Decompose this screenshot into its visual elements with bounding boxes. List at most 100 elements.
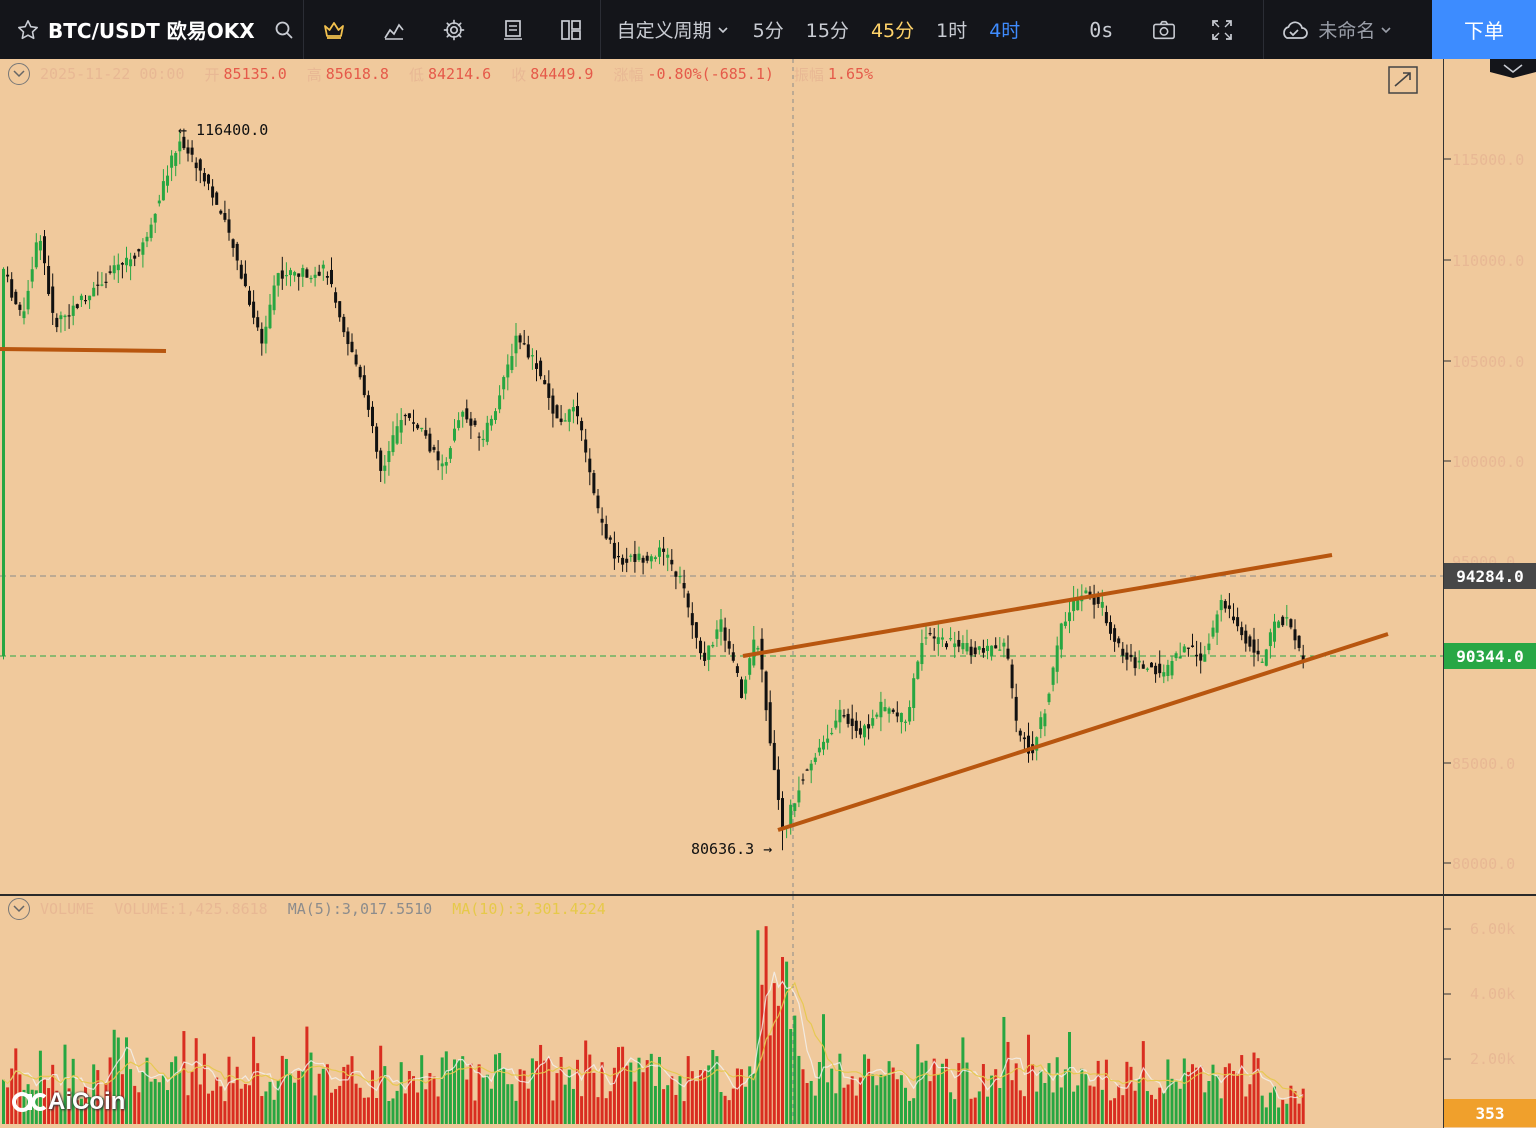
chevron-down-icon[interactable]	[13, 70, 25, 78]
candlestick-chart[interactable]	[0, 59, 1536, 894]
candle-body	[453, 428, 456, 441]
crown-icon[interactable]	[322, 18, 346, 42]
custom-period-label[interactable]: 自定义周期	[616, 20, 712, 42]
volume-bar	[711, 1049, 715, 1124]
collapse-volume-button[interactable]	[8, 898, 30, 920]
candle-body	[1207, 643, 1211, 651]
period-4h[interactable]: 4时	[989, 20, 1021, 42]
volume-chart[interactable]	[0, 896, 1536, 1128]
volume-bar	[699, 1070, 702, 1124]
candle-body	[1260, 661, 1264, 663]
place-order-button[interactable]: 下单	[1432, 0, 1536, 59]
candle-body	[1281, 616, 1285, 626]
search-icon[interactable]	[272, 18, 296, 42]
candle-body	[202, 172, 206, 182]
chevron-down-icon[interactable]	[716, 23, 730, 37]
candle-body	[112, 265, 116, 274]
wedge-lower-trendline[interactable]	[777, 632, 1389, 832]
copy-icon[interactable]	[501, 18, 525, 42]
candle-body	[526, 344, 530, 358]
volume-bar	[1256, 1058, 1260, 1124]
volume-bar	[166, 1090, 169, 1124]
support-line-left[interactable]	[0, 347, 167, 353]
candle-body	[1051, 667, 1055, 685]
volume-bar	[781, 957, 784, 1124]
candle-body	[633, 554, 637, 562]
collapse-ohlc-button[interactable]	[8, 63, 30, 85]
chevron-down-icon[interactable]	[1503, 64, 1523, 74]
fullscreen-icon[interactable]	[1210, 18, 1234, 42]
trendlines-group[interactable]	[0, 347, 1389, 832]
volume-bar	[883, 1075, 887, 1124]
candle-body	[198, 159, 202, 171]
indicators-button[interactable]	[364, 0, 424, 59]
volume-bar	[395, 1090, 399, 1124]
layout-name-dropdown[interactable]: 未命名	[1264, 0, 1407, 59]
candle-body	[1076, 600, 1080, 611]
volume-bar	[10, 1068, 14, 1124]
volume-bar	[489, 1088, 493, 1124]
vip-button[interactable]	[304, 0, 364, 59]
volume-bar	[1227, 1063, 1231, 1124]
layout-button[interactable]	[542, 0, 600, 59]
volume-bar	[1113, 1098, 1117, 1124]
symbol-selector[interactable]: BTC/USDT 欧易OKX	[0, 0, 265, 59]
candle-body	[137, 249, 141, 252]
wedge-upper-trendline[interactable]	[742, 553, 1333, 658]
search-button[interactable]	[265, 0, 303, 59]
price-axis-ticks	[1443, 158, 1451, 864]
candle-body	[1293, 629, 1297, 641]
symbol-name[interactable]: BTC/USDT 欧易OKX	[48, 19, 255, 43]
candle-body	[301, 268, 305, 277]
countdown-timer[interactable]: 0s	[1089, 17, 1114, 42]
candle-body	[551, 395, 555, 414]
volume-bar	[252, 1036, 256, 1124]
volume-bar	[371, 1070, 374, 1124]
candle-body	[145, 236, 149, 242]
gear-icon[interactable]	[442, 18, 466, 42]
candle-body	[1285, 617, 1289, 619]
cloud-icon[interactable]	[1278, 18, 1310, 42]
volume-bar	[502, 1068, 506, 1124]
candle-body	[371, 406, 374, 427]
candle-body	[178, 141, 182, 152]
camera-icon[interactable]	[1152, 18, 1176, 42]
layout-name[interactable]: 未命名	[1318, 20, 1376, 42]
period-5m[interactable]: 5分	[752, 20, 784, 42]
volume-bar	[740, 1069, 743, 1124]
custom-period-dropdown[interactable]: 自定义周期	[601, 0, 742, 59]
volume-bar	[1133, 1090, 1137, 1124]
layout-icon[interactable]	[559, 18, 583, 42]
candle-body	[924, 637, 928, 639]
screenshot-button[interactable]	[1135, 0, 1193, 59]
period-15m[interactable]: 15分	[805, 20, 849, 42]
axis-collapse-tab[interactable]	[1490, 59, 1536, 78]
volume-bar	[1232, 1071, 1235, 1124]
candle-body	[604, 524, 608, 539]
chevron-down-icon[interactable]	[1379, 23, 1393, 37]
volume-bar	[149, 1081, 153, 1124]
candle-body	[1297, 635, 1301, 648]
amplitude-label: 振幅	[793, 65, 824, 84]
volume-bar	[432, 1076, 436, 1124]
volume-bar	[629, 1062, 633, 1124]
period-1h[interactable]: 1时	[936, 20, 968, 42]
volume-bar	[936, 1074, 940, 1124]
volume-bar	[1092, 1086, 1096, 1124]
volume-bar	[924, 1060, 928, 1124]
candle-body	[338, 301, 342, 318]
chevron-down-icon[interactable]	[13, 905, 25, 913]
fullscreen-button[interactable]	[1193, 0, 1251, 59]
period-45m[interactable]: 45分	[870, 20, 915, 42]
candle-body	[559, 418, 563, 422]
candle-body	[92, 287, 96, 297]
star-icon[interactable]	[16, 18, 40, 42]
expand-chart-button[interactable]	[1388, 66, 1418, 94]
indicator-chart-icon[interactable]	[382, 18, 406, 42]
settings-button[interactable]	[424, 0, 484, 59]
candle-body	[1236, 617, 1240, 627]
templates-button[interactable]	[484, 0, 542, 59]
candle-body	[1121, 648, 1125, 656]
volume-bar	[809, 1080, 813, 1124]
pane-divider[interactable]	[0, 894, 1536, 896]
